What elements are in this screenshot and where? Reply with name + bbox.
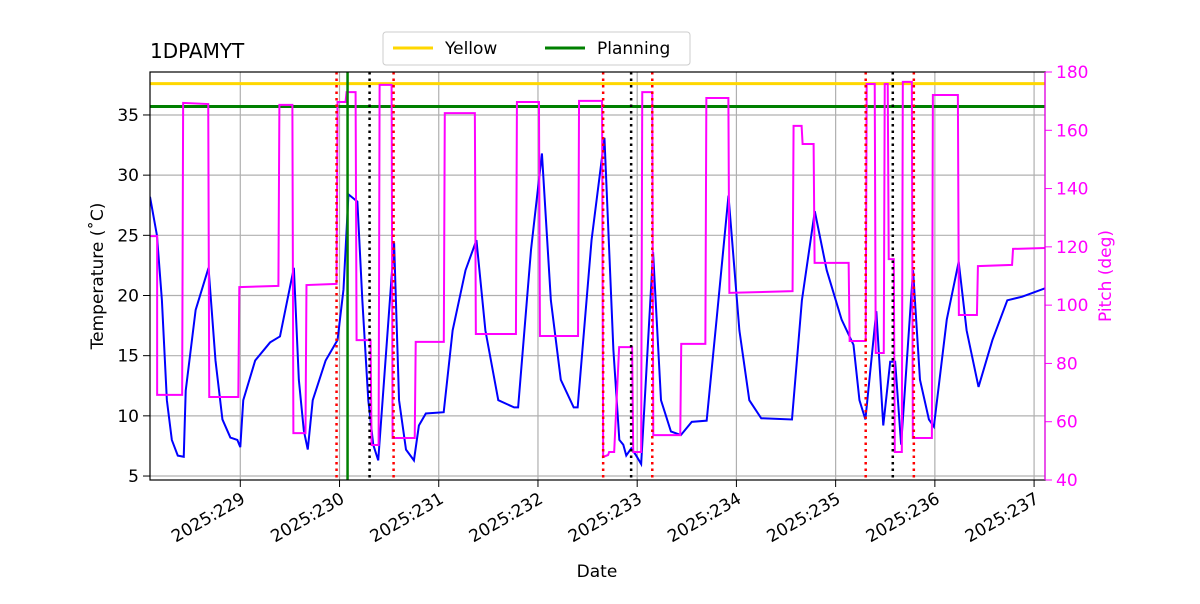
plot-frame: [149, 71, 1046, 481]
x-tick-label: 2025:236: [863, 489, 944, 547]
y-tick-label: 35: [117, 106, 139, 126]
legend-label: Yellow: [444, 39, 497, 59]
y-tick-label: 30: [117, 166, 139, 186]
y2-tick-label: 140: [1056, 180, 1088, 200]
legend-box: [382, 31, 691, 66]
y2-axis-label: Pitch (deg): [1096, 230, 1116, 322]
x-axis-label: Date: [577, 562, 618, 582]
legend-label: Planning: [597, 39, 670, 59]
y-tick-label: 15: [117, 347, 139, 367]
y-tick-label: 20: [117, 286, 139, 306]
x-tick-label: 2025:233: [565, 489, 646, 547]
x-tick-label: 2025:234: [664, 489, 745, 547]
y2-tick-label: 80: [1056, 354, 1078, 374]
y-tick-label: 5: [128, 467, 139, 487]
y-tick-label: 10: [117, 407, 139, 427]
data-line: [150, 137, 1045, 468]
x-tick-label: 2025:231: [367, 489, 448, 547]
y-tick-label: 25: [117, 226, 139, 246]
x-tick-label: 2025:235: [764, 489, 845, 547]
x-tick-label: 2025:237: [962, 489, 1043, 547]
y2-tick-label: 160: [1056, 121, 1088, 141]
y2-tick-label: 60: [1056, 413, 1078, 433]
y2-tick-label: 120: [1056, 238, 1088, 258]
y2-tick-label: 180: [1056, 63, 1088, 83]
y2-tick-label: 40: [1056, 471, 1078, 491]
x-tick-label: 2025:229: [168, 489, 249, 547]
data-line: [150, 80, 1045, 459]
y2-tick-label: 100: [1056, 296, 1088, 316]
y-axis-label: Temperature (˚C): [87, 203, 108, 351]
chart-title: 1DPAMYT: [150, 39, 245, 63]
x-tick-label: 2025:232: [466, 489, 547, 547]
x-tick-label: 2025:230: [267, 489, 348, 547]
